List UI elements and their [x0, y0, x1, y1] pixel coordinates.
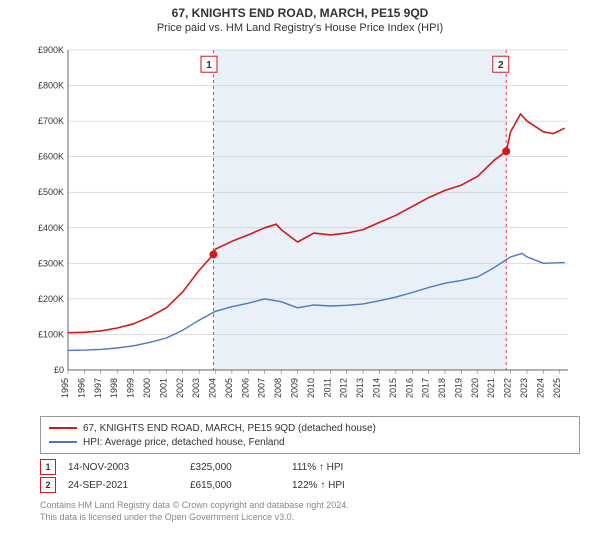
svg-text:2018: 2018 [437, 378, 447, 398]
svg-text:1996: 1996 [76, 378, 86, 398]
footnote: Contains HM Land Registry data © Crown c… [40, 500, 580, 523]
svg-text:£700K: £700K [38, 116, 64, 126]
svg-text:£900K: £900K [38, 45, 64, 55]
svg-text:2: 2 [498, 60, 504, 71]
svg-text:2024: 2024 [535, 378, 545, 398]
event-price: £325,000 [190, 462, 280, 473]
svg-text:2003: 2003 [191, 378, 201, 398]
svg-text:2009: 2009 [290, 378, 300, 398]
svg-text:2013: 2013 [355, 378, 365, 398]
event-date: 14-NOV-2003 [68, 462, 178, 473]
svg-text:1998: 1998 [109, 378, 119, 398]
svg-text:2016: 2016 [404, 378, 414, 398]
sale-events: 1 14-NOV-2003 £325,000 111% ↑ HPI 2 24-SEP-20… [40, 458, 580, 494]
event-price: £615,000 [190, 480, 280, 491]
svg-text:£100K: £100K [38, 329, 64, 339]
event-marker-box: 2 [40, 477, 56, 493]
svg-text:2012: 2012 [339, 378, 349, 398]
svg-text:£300K: £300K [38, 258, 64, 268]
price-chart: £0 £100K £200K £300K £400K £500K £600K £700K £80… [20, 40, 580, 410]
svg-text:2017: 2017 [421, 378, 431, 398]
svg-text:2010: 2010 [306, 378, 316, 398]
svg-text:2007: 2007 [257, 378, 267, 398]
page-title: 67, KNIGHTS END ROAD, MARCH, PE15 9QD [0, 6, 600, 20]
legend-swatch [49, 427, 77, 429]
svg-text:2011: 2011 [322, 378, 332, 397]
svg-text:2020: 2020 [470, 378, 480, 398]
page-subtitle: Price paid vs. HM Land Registry's House … [0, 22, 600, 34]
legend-label: HPI: Average price, detached house, Fenl… [83, 437, 285, 448]
svg-text:2008: 2008 [273, 378, 283, 398]
svg-text:1997: 1997 [93, 378, 103, 398]
svg-text:£500K: £500K [38, 187, 64, 197]
svg-text:1999: 1999 [126, 378, 136, 398]
legend-label: 67, KNIGHTS END ROAD, MARCH, PE15 9QD (d… [83, 423, 376, 434]
legend: 67, KNIGHTS END ROAD, MARCH, PE15 9QD (d… [40, 416, 580, 454]
legend-item: 67, KNIGHTS END ROAD, MARCH, PE15 9QD (d… [49, 421, 571, 435]
svg-text:2022: 2022 [503, 378, 513, 398]
legend-item: HPI: Average price, detached house, Fenl… [49, 435, 571, 449]
svg-text:2005: 2005 [224, 378, 234, 398]
svg-text:£400K: £400K [38, 223, 64, 233]
svg-text:£600K: £600K [38, 152, 64, 162]
svg-text:2021: 2021 [486, 378, 496, 398]
svg-text:2014: 2014 [371, 378, 381, 398]
legend-swatch [49, 441, 77, 443]
svg-text:2006: 2006 [240, 378, 250, 398]
event-row: 1 14-NOV-2003 £325,000 111% ↑ HPI [40, 458, 580, 476]
svg-text:2025: 2025 [552, 378, 562, 398]
event-date: 24-SEP-2021 [68, 480, 178, 491]
svg-text:2001: 2001 [158, 378, 168, 398]
svg-text:£800K: £800K [38, 81, 64, 91]
event-row: 2 24-SEP-2021 £615,000 122% ↑ HPI [40, 476, 580, 494]
svg-text:2023: 2023 [519, 378, 529, 398]
svg-text:1: 1 [206, 60, 212, 71]
footnote-line: Contains HM Land Registry data © Crown c… [40, 500, 580, 512]
svg-text:£0: £0 [54, 365, 64, 375]
svg-text:1995: 1995 [60, 378, 70, 398]
svg-text:2019: 2019 [453, 378, 463, 398]
svg-text:2000: 2000 [142, 378, 152, 398]
svg-text:2015: 2015 [388, 378, 398, 398]
event-delta: 122% ↑ HPI [292, 480, 382, 491]
event-delta: 111% ↑ HPI [292, 462, 382, 473]
svg-text:2004: 2004 [208, 378, 218, 398]
svg-text:£200K: £200K [38, 294, 64, 304]
event-marker-box: 1 [40, 459, 56, 475]
svg-text:2002: 2002 [175, 378, 185, 398]
footnote-line: This data is licensed under the Open Gov… [40, 512, 580, 524]
